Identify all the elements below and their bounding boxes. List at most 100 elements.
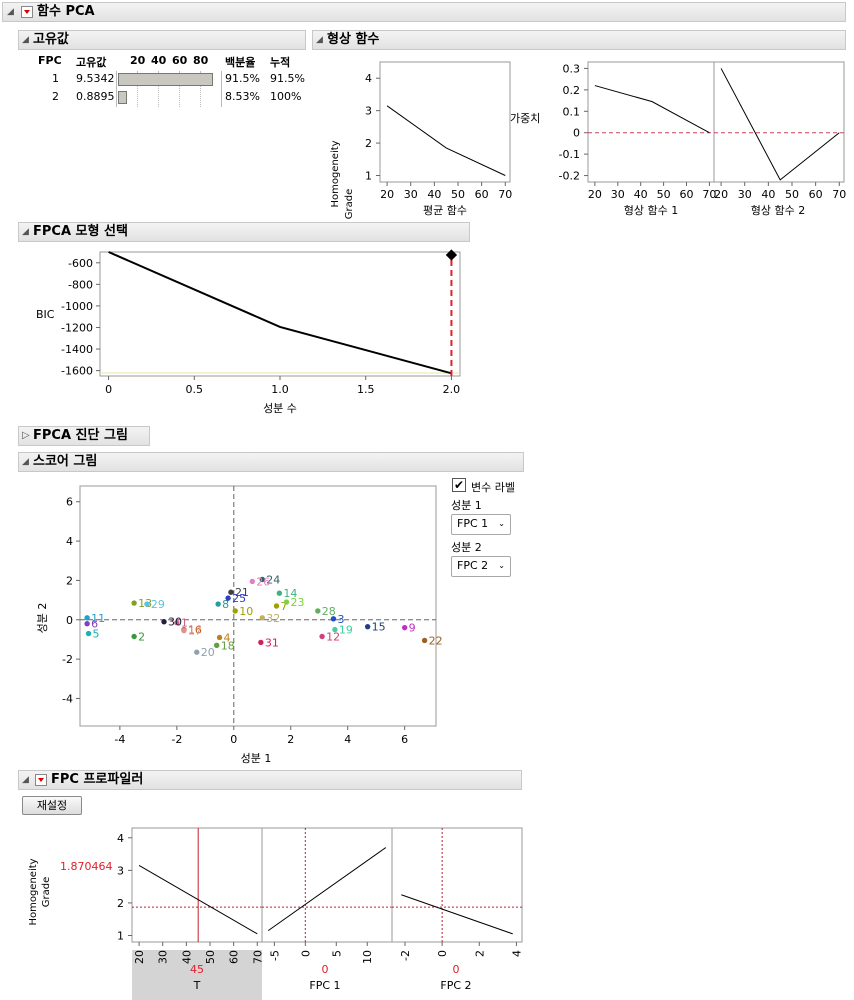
score-point[interactable] [259,615,265,621]
score-point[interactable] [232,608,238,614]
x-tick-label: 40 [761,188,775,201]
score-point-label: 4 [224,631,231,644]
variable-label-checkbox[interactable]: ✔ [452,478,466,492]
x-tick-label: 40 [634,188,648,201]
fpc2-value[interactable]: 0 [453,963,460,976]
score-point-label: 28 [322,605,336,618]
section-profiler-title: FPC 프로파일러 [51,772,144,787]
bic-xlabel: 성분 수 [263,402,297,415]
t-value[interactable]: 45 [190,963,204,976]
row2-fpc: 2 [52,90,59,103]
score-point[interactable] [276,590,283,596]
collapse-triangle-icon[interactable]: ◢ [22,227,29,237]
header-shape-functions: ◢ 형상 함수 [312,30,846,50]
x-tick-label: 60 [809,188,823,201]
y-tick-label: -4 [62,692,73,705]
collapse-triangle-icon[interactable]: ◢ [22,35,29,45]
score-point[interactable] [401,624,408,631]
score-point[interactable] [181,627,187,634]
y-tick-label: 4 [66,535,73,548]
y-tick-label: 6 [66,496,73,509]
score-point[interactable] [315,608,321,614]
score-point[interactable] [161,619,167,625]
x-tick-label: 1.5 [357,383,375,396]
section-score-title: 스코어 그림 [33,454,98,469]
x-tick-label: 4 [344,733,351,746]
score-point[interactable] [144,601,150,607]
col-header-fpc: FPC [38,54,62,67]
red-triangle-menu-icon[interactable] [35,774,47,786]
section-diag-title: FPCA 진단 그림 [33,428,128,443]
mean-plot-frame [379,61,511,183]
score-point[interactable] [131,633,137,640]
score-point[interactable] [216,634,223,641]
header-diagnostics[interactable]: ▷ FPCA 진단 그림 [18,426,150,446]
score-point[interactable] [332,626,338,633]
mean-function-line [386,105,506,176]
x-tick-label: 0 [299,950,312,957]
x-tick-label: 20 [133,950,146,964]
score-point-label: 32 [266,612,280,625]
col-header-percent: 백분율 [225,56,256,69]
x-tick-label: 20 [380,188,394,201]
score-point[interactable] [174,620,180,626]
score-point[interactable] [273,603,280,609]
score-point[interactable] [319,633,325,640]
eigen-bar-fpc2 [118,91,127,104]
score-point[interactable] [283,599,290,605]
score-point-label: 10 [239,605,253,618]
score-point[interactable] [225,595,231,601]
collapse-triangle-icon[interactable]: ◢ [22,457,29,467]
score-point[interactable] [259,576,265,583]
header-eigenvalues: ◢ 고유값 [18,30,306,50]
score-point-label: 30 [168,616,182,629]
score-point[interactable] [258,639,264,646]
score-point-label: 29 [151,598,165,611]
y-tick-label: 4 [365,72,372,85]
collapse-triangle-icon[interactable]: ◢ [316,35,323,45]
score-point-label: 3 [337,613,344,626]
fpc1-value[interactable]: 0 [322,963,329,976]
header-function-pca: ◢ 함수 PCA [2,2,846,22]
x-tick-label: -2 [171,733,182,746]
score-point[interactable] [131,600,137,606]
eigen-bar-area [116,71,222,107]
y-tick-label: -800 [68,278,93,291]
score-point[interactable] [214,642,220,649]
app-title: 함수 PCA [37,4,95,19]
row1-pct: 91.5% [225,72,260,85]
score-point-label: 5 [93,628,100,641]
score-point[interactable] [249,578,256,585]
score-point[interactable] [215,601,221,607]
collapse-triangle-icon[interactable]: ◢ [22,775,29,785]
score-point[interactable] [421,637,428,644]
component2-select[interactable]: FPC 2 ⌄ [451,556,511,577]
score-point[interactable] [330,616,337,622]
score-point[interactable] [194,649,200,655]
score-point-label: 23 [290,596,304,609]
y-tick-label: 4 [117,832,124,845]
expand-triangle-icon[interactable]: ▷ [22,430,30,441]
col-header-cumulative: 누적 [270,56,291,69]
fpc-shape-plot-frame [587,61,845,183]
score-point-label: 16 [188,624,202,637]
score-point[interactable] [364,623,371,630]
bic-plot-frame [99,251,461,377]
component1-select[interactable]: FPC 1 ⌄ [451,514,511,535]
y-tick-label: -0.2 [559,170,580,183]
col-header-80: 80 [193,54,209,67]
profiler-ylabel-2: Grade [41,877,52,908]
row1-value: 9.5342 [76,72,115,85]
collapse-triangle-icon[interactable]: ◢ [7,7,14,17]
score-point[interactable] [85,630,92,637]
reset-button[interactable]: 재설정 [22,796,82,815]
y-tick-label: -1600 [61,365,93,378]
red-triangle-menu-icon[interactable] [21,6,33,18]
x-tick-label: 30 [404,188,418,201]
header-score-plot: ◢ 스코어 그림 [18,452,524,472]
score-point[interactable] [84,615,90,621]
score-point[interactable] [84,621,90,627]
x-tick-label: 50 [204,950,217,964]
score-point[interactable] [228,589,234,595]
